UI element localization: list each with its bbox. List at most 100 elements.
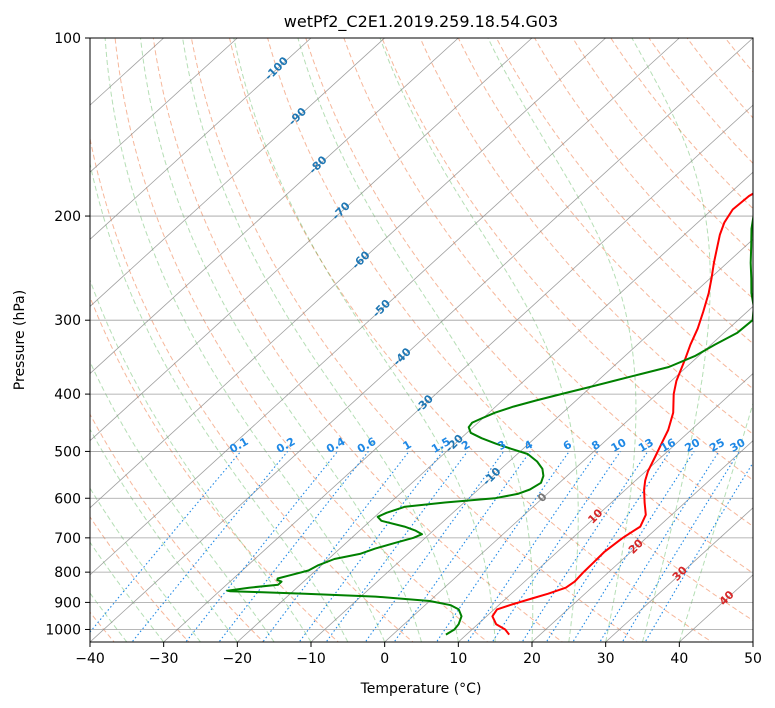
moist-adiabat: [233, 38, 496, 642]
isotherm-line: [90, 38, 312, 240]
dry-adiabat: [763, 38, 775, 644]
x-tick-label: 10: [449, 651, 467, 667]
y-tick-label: 600: [54, 491, 81, 507]
dry-adiabat: [267, 38, 753, 622]
moist-adiabat: [90, 487, 201, 642]
isotherm-line: [163, 104, 753, 642]
line-labels: 0.1 0.2 0.4 0.6 1 1.5 2 3 4 6 8 10 13 16 20 25 30-100-90…: [227, 54, 747, 608]
mixing-ratio-line: [466, 451, 599, 642]
y-tick-label: 500: [54, 444, 81, 460]
y-tick-label: 1000: [45, 622, 81, 638]
moist-adiabat: [90, 592, 128, 642]
mixing-ratio-label: 0.6: [355, 435, 379, 456]
isotherm-line: [90, 38, 459, 375]
isotherm-line: [90, 38, 238, 173]
axis-ticks: −40 −30 −20 −10 0 10 20 30 40 5010020030040050060…: [45, 31, 762, 667]
moist-adiabat: [104, 38, 386, 642]
moist-adiabat: [182, 38, 459, 642]
mixing-ratio-label: 3: [495, 438, 508, 453]
x-tick-label: −30: [149, 651, 179, 667]
isotherm-line: [458, 373, 753, 642]
isotherm-line: [384, 305, 753, 642]
mixing-ratio-line: [572, 451, 695, 642]
y-tick-label: 900: [54, 595, 81, 611]
mixing-ratio-label: 16: [658, 436, 678, 455]
mixing-ratio-label: 10: [609, 436, 629, 455]
mixing-ratio-line: [393, 451, 531, 642]
isotherm-line: [90, 38, 385, 307]
y-tick-label: 800: [54, 565, 81, 581]
moist-adiabat: [90, 278, 312, 642]
mixing-ratio-label: 0.4: [324, 435, 348, 456]
moist-adiabat: [631, 38, 711, 642]
moist-adiabat: [90, 161, 349, 642]
y-tick-label: 400: [54, 387, 81, 403]
background-lines: [90, 38, 775, 644]
dry-adiabat: [457, 38, 753, 390]
dry-adiabat: [686, 38, 753, 119]
y-tick-label: 200: [54, 209, 81, 225]
x-tick-label: 30: [597, 651, 615, 667]
mixing-ratio-line: [131, 451, 289, 642]
x-tick-label: −20: [223, 651, 253, 667]
moist-adiabat: [140, 38, 422, 642]
mixing-ratio-label: 1: [401, 438, 414, 453]
dry-adiabat: [648, 38, 753, 165]
dewpoint-profile-line: [226, 202, 753, 636]
isotherm-line: [752, 641, 753, 642]
dry-adiabat: [114, 38, 489, 642]
dry-adiabat: [90, 413, 265, 642]
moist-adiabat: [297, 38, 534, 642]
isotherm-line: [237, 171, 753, 642]
temperature-profile-line: [491, 192, 753, 636]
x-tick-label: 40: [670, 651, 688, 667]
mixing-ratio-line: [262, 451, 410, 642]
mixing-ratio-line: [364, 451, 505, 642]
mixing-ratio-line: [545, 451, 671, 642]
chart-title: wetPf2_C2E1.2019.259.18.54.G03: [284, 12, 558, 32]
mixing-ratio-line: [218, 451, 369, 642]
dry-adiabat: [90, 135, 414, 642]
mixing-ratio-label: 0.1: [227, 435, 250, 456]
dry-adiabat: [305, 38, 753, 574]
mixing-ratio-line: [185, 451, 339, 642]
mixing-ratio-line: [644, 461, 753, 642]
y-axis-label: Pressure (hPa): [12, 290, 28, 390]
isotherm-line: [90, 38, 753, 642]
mixing-ratio-line: [90, 451, 242, 633]
dry-adiabat: [343, 38, 753, 527]
isotherm-label: -100: [262, 54, 291, 83]
isotherm-line: [310, 238, 753, 642]
y-tick-label: 100: [54, 31, 81, 47]
mixing-ratio-line: [521, 451, 649, 642]
mixing-ratio-line: [491, 451, 621, 642]
mixing-ratio-label: 13: [636, 436, 656, 455]
mixing-ratio-label: 6: [561, 438, 574, 453]
moist-adiabat: [379, 38, 579, 642]
moist-adiabat: [90, 360, 275, 642]
y-tick-label: 700: [54, 531, 81, 547]
isotherm-line: [90, 38, 680, 576]
dry-adiabat: [229, 38, 713, 642]
mixing-ratio-line: [599, 451, 720, 642]
isotherm-line: [605, 507, 753, 642]
mixing-ratio-label: 25: [707, 436, 727, 455]
dry-adiabat: [90, 515, 190, 642]
x-tick-label: −40: [75, 651, 105, 667]
moist-adiabat: [487, 38, 637, 642]
isotherm-line: [90, 38, 606, 509]
moist-adiabat: [90, 428, 238, 642]
mixing-ratio-line: [325, 451, 468, 642]
x-axis-label: Temperature (°C): [360, 681, 482, 697]
y-tick-label: 300: [54, 313, 81, 329]
x-tick-label: 20: [523, 651, 541, 667]
dry-adiabat: [190, 38, 638, 642]
dry-adiabat: [381, 38, 753, 481]
x-tick-label: −10: [296, 651, 326, 667]
moist-adiabat: [678, 401, 753, 642]
isotherm-line: [90, 38, 533, 442]
isotherm-line: [531, 440, 753, 642]
mixing-ratio-label: 30: [728, 436, 748, 455]
dry-adiabat: [90, 295, 339, 642]
